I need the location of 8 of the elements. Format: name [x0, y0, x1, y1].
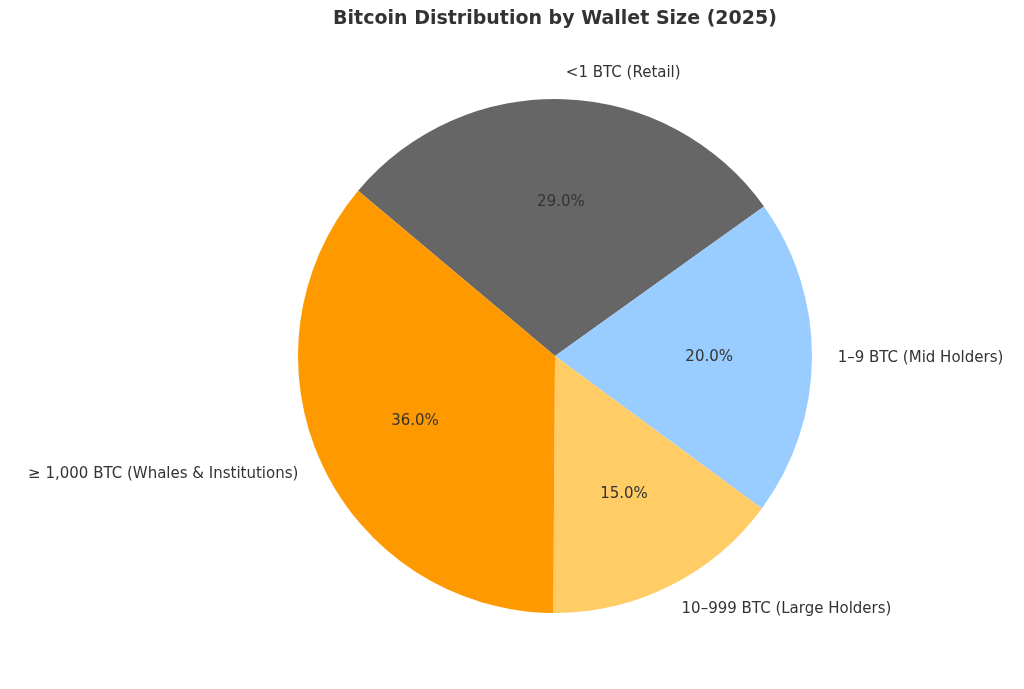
data-label: 20.0%	[685, 346, 734, 365]
slice-label: ≥ 1,000 BTC (Whales & Institutions)	[28, 464, 299, 483]
chart-title: Bitcoin Distribution by Wallet Size (2025)	[333, 5, 777, 28]
data-label: 15.0%	[600, 483, 648, 502]
slice-label: <1 BTC (Retail)	[565, 63, 681, 82]
data-label: 36.0%	[391, 410, 439, 429]
slice-label: 1–9 BTC (Mid Holders)	[837, 347, 1004, 366]
slice-label: 10–999 BTC (Large Holders)	[681, 598, 892, 617]
